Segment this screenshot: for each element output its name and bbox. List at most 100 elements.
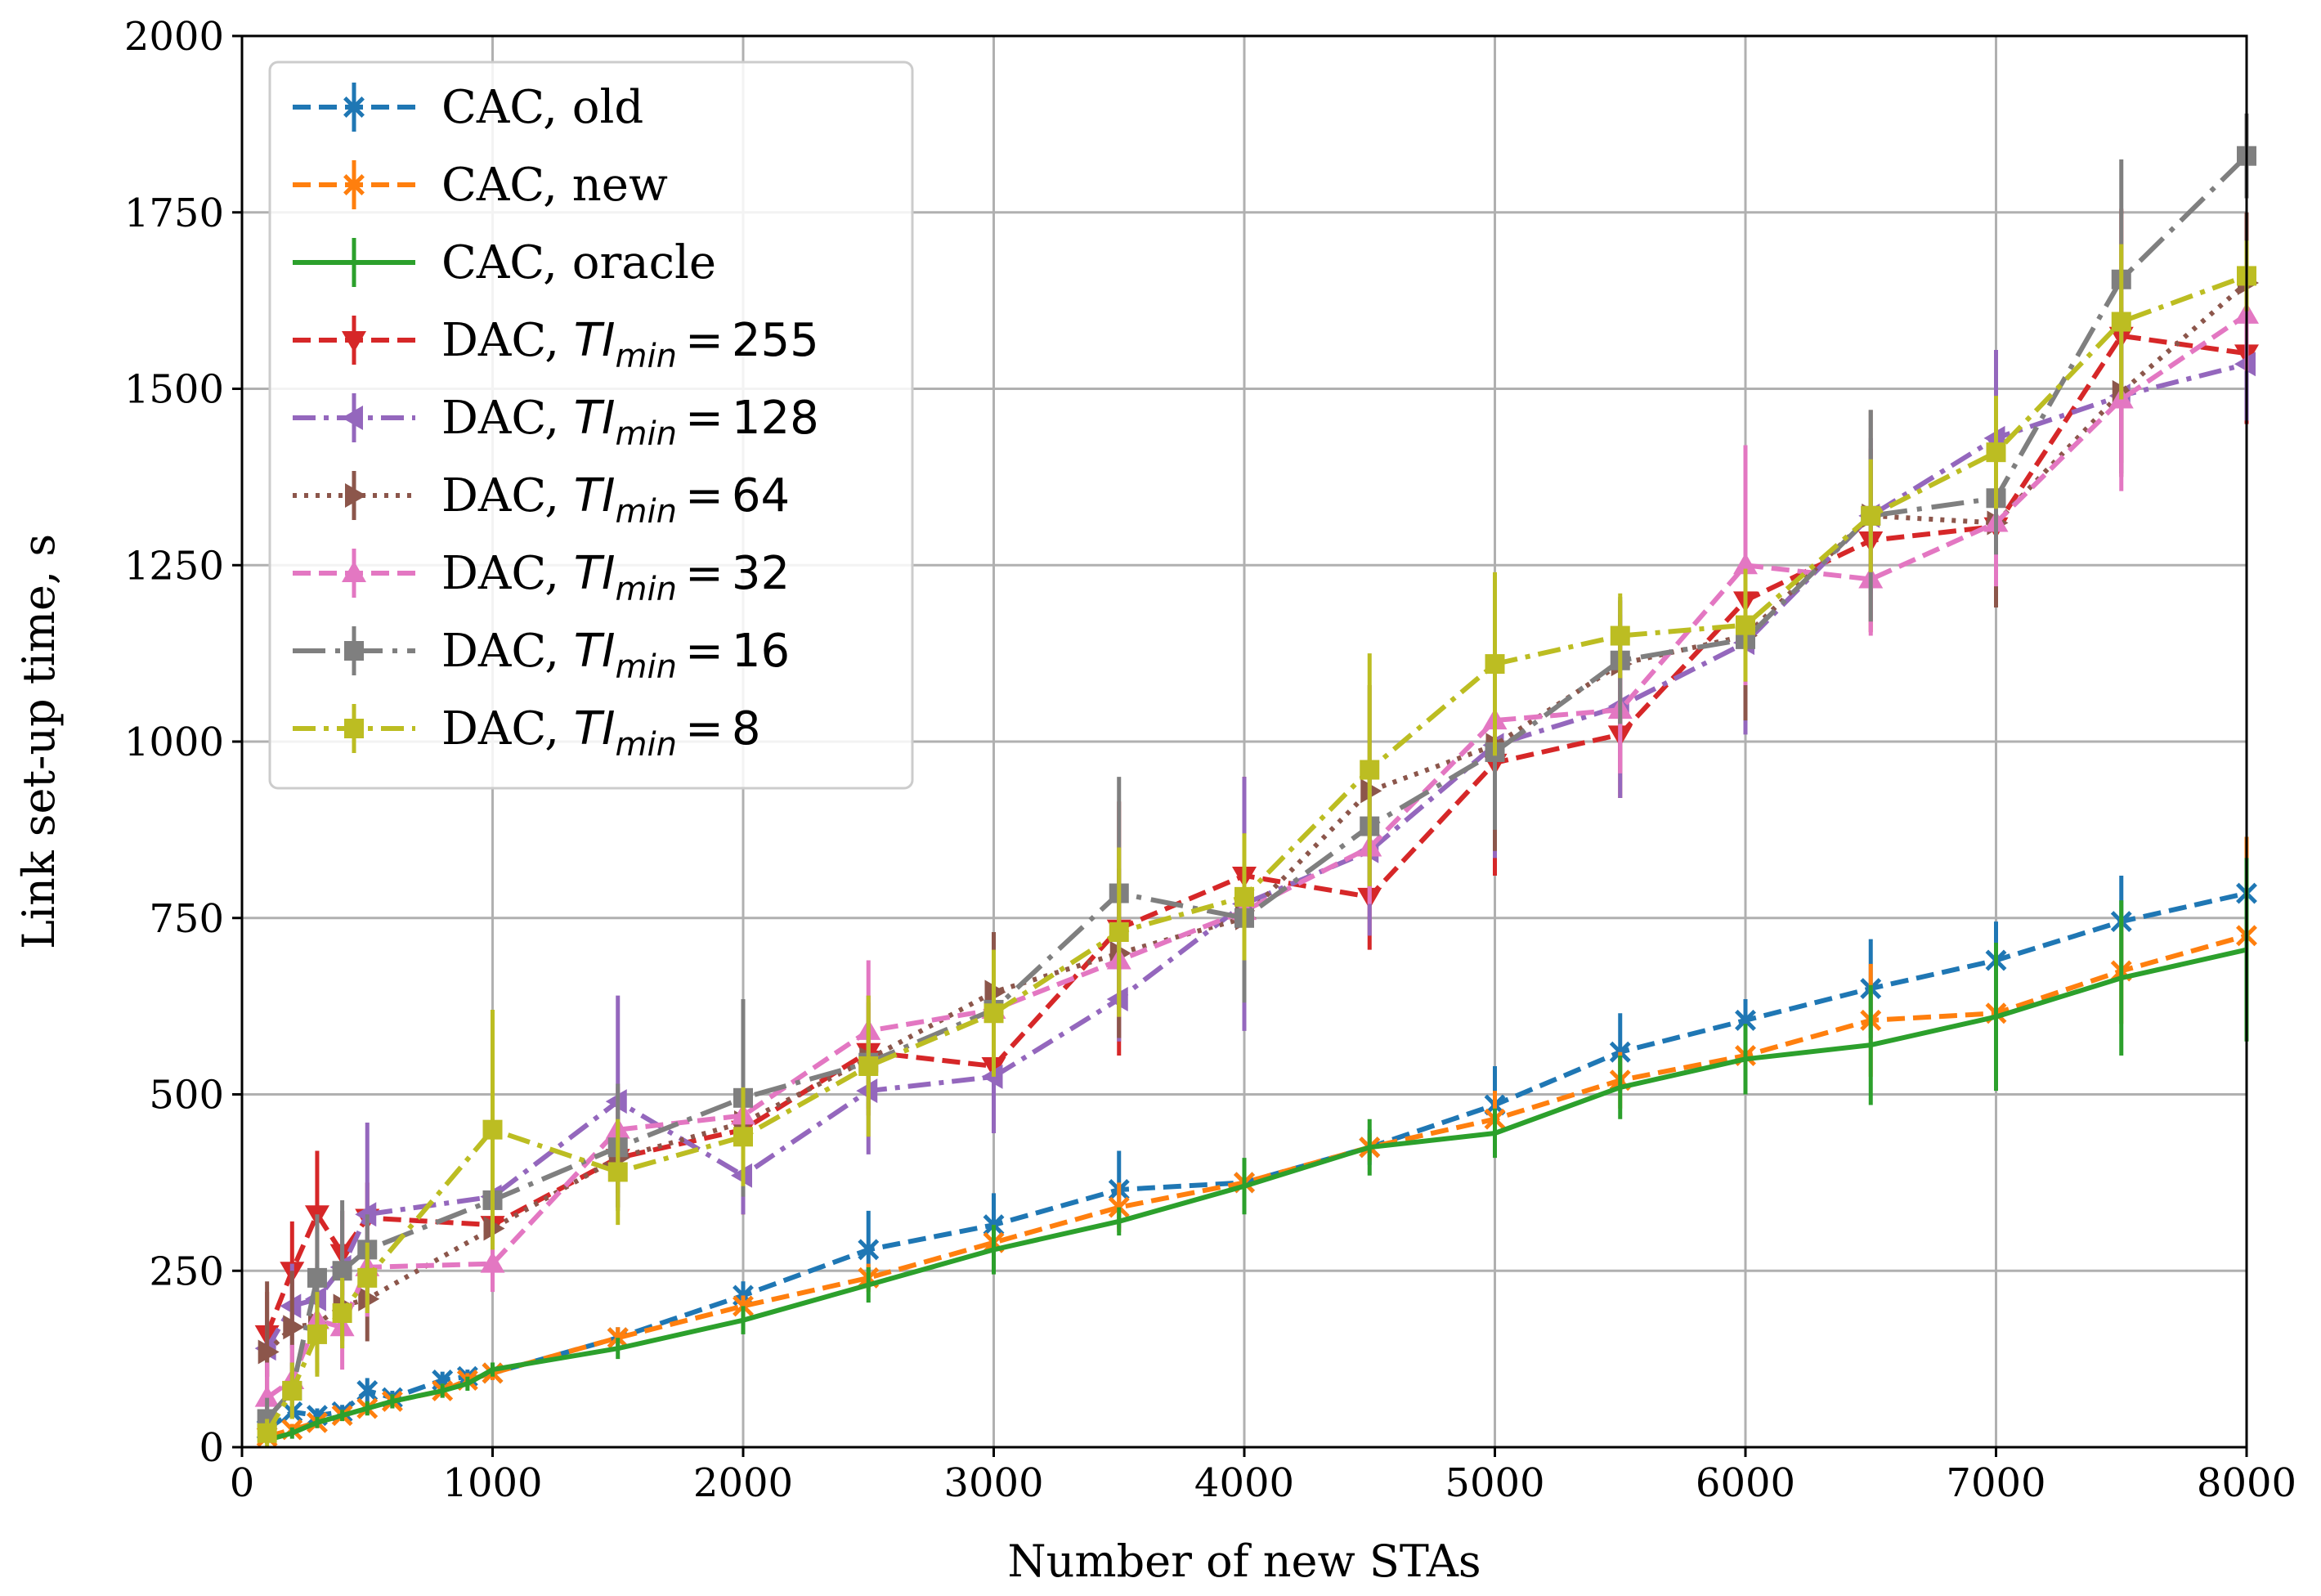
data-point [733,1127,753,1147]
data-point [332,1303,352,1324]
data-point [257,1423,277,1443]
series-8 [257,240,2256,1447]
legend-label-value: 128 [732,392,819,445]
x-tick-label: 0 [230,1460,255,1506]
legend-label-variable: TI [574,702,616,755]
legend-label-equals: = [685,625,724,678]
y-tick-label: 500 [149,1073,224,1119]
data-point [307,1267,327,1288]
legend-label-prefix: DAC, [441,625,574,678]
x-axis-title: Number of new STAs [1007,1535,1481,1587]
legend-marker [344,641,364,661]
data-point [1986,442,2006,463]
data-point [1736,615,1755,635]
x-tick-label: 8000 [2197,1460,2296,1506]
legend-item: DAC, TImin = 8 [293,702,761,764]
legend-marker [344,719,364,738]
legend-label-equals: = [685,314,724,367]
legend-box [268,61,914,790]
x-tick-label: 2000 [693,1460,793,1506]
y-tick-label: 1750 [124,191,224,236]
data-point [332,1261,352,1281]
legend-label-value: 16 [732,625,790,678]
legend-label-variable: TI [574,469,616,522]
legend-label-subscript: min [616,338,677,375]
legend-label-prefix: DAC, [441,392,574,445]
y-tick-label: 0 [199,1425,224,1471]
data-point [984,1003,1004,1024]
y-tick-label: 250 [149,1249,224,1294]
legend-label-prefix: CAC, oracle [441,236,716,289]
data-point [307,1324,327,1344]
data-point [1360,760,1380,780]
legend-label-variable: TI [574,625,616,678]
x-tick-label: 4000 [1194,1460,1294,1506]
data-point [1861,505,1881,526]
legend-label-prefix: DAC, [441,547,574,600]
legend-label: DAC, TImin = 16 [441,625,790,686]
legend-label-value: 64 [732,469,790,522]
data-point [258,1339,280,1365]
legend-label-subscript: min [616,648,677,686]
y-tick-label: 1250 [124,543,224,589]
x-tick-label: 7000 [1946,1460,2045,1506]
data-point [983,1214,1005,1236]
legend-label: CAC, old [441,81,643,134]
data-point [1109,922,1129,943]
legend-label-equals: = [685,702,724,755]
legend-item: CAC, new [293,159,668,212]
legend-marker [343,174,365,195]
legend-label-subscript: min [616,415,677,453]
data-point [607,1162,628,1182]
series-line [266,947,2247,1443]
x-tick-label: 1000 [442,1460,542,1506]
data-point [1733,553,1758,575]
x-tick-label: 6000 [1696,1460,1795,1506]
data-point [356,1379,379,1401]
data-point [282,1380,302,1401]
legend-label: DAC, TImin = 255 [441,314,819,375]
legend-label-equals: = [685,469,724,522]
legend-item: DAC, TImin = 128 [293,392,819,453]
legend-marker [342,331,366,352]
legend-label-prefix: CAC, old [441,81,643,134]
legend-label-prefix: DAC, [441,314,574,367]
data-point [254,1385,280,1407]
legend-label-prefix: CAC, new [441,159,668,212]
legend-label-subscript: min [616,726,677,764]
legend-item: DAC, TImin = 255 [293,314,819,375]
axis-ticks: 0 1000 2000 3000 4000 5000 6000 7000 8000 0 250 500… [124,14,2296,1506]
data-point [283,1315,305,1340]
plot-series [254,113,2259,1448]
legend-label: CAC, oracle [441,236,716,289]
data-point [1610,625,1630,646]
legend-label-variable: TI [574,314,616,367]
legend-label-variable: TI [574,392,616,445]
x-tick-label: 3000 [943,1460,1043,1506]
y-tick-label: 750 [149,896,224,942]
legend-label: DAC, TImin = 8 [441,702,761,764]
data-point [1485,654,1505,675]
legend-label: DAC, TImin = 128 [441,392,819,453]
y-tick-label: 1000 [124,720,224,765]
legend-item: CAC, old [293,81,643,134]
legend-item: DAC, TImin = 16 [293,625,790,686]
legend-label-value: 32 [732,547,790,600]
legend-label: DAC, TImin = 64 [441,469,790,531]
y-axis-title: Link set-up time, s [13,534,65,949]
data-point [2111,312,2131,332]
legend-label-prefix: DAC, [441,702,574,755]
data-point [858,1056,879,1076]
legend-label: CAC, new [441,159,668,212]
legend-item: CAC, oracle [293,236,716,289]
data-point [480,1251,505,1273]
legend-marker [345,483,366,508]
x-tick-label: 5000 [1445,1460,1544,1506]
legend-item: DAC, TImin = 32 [293,547,790,608]
legend-label: DAC, TImin = 32 [441,547,790,608]
legend-label-subscript: min [616,493,677,531]
data-point [858,1239,880,1261]
y-tick-label: 2000 [124,14,224,60]
legend-label-value: 255 [732,314,819,367]
